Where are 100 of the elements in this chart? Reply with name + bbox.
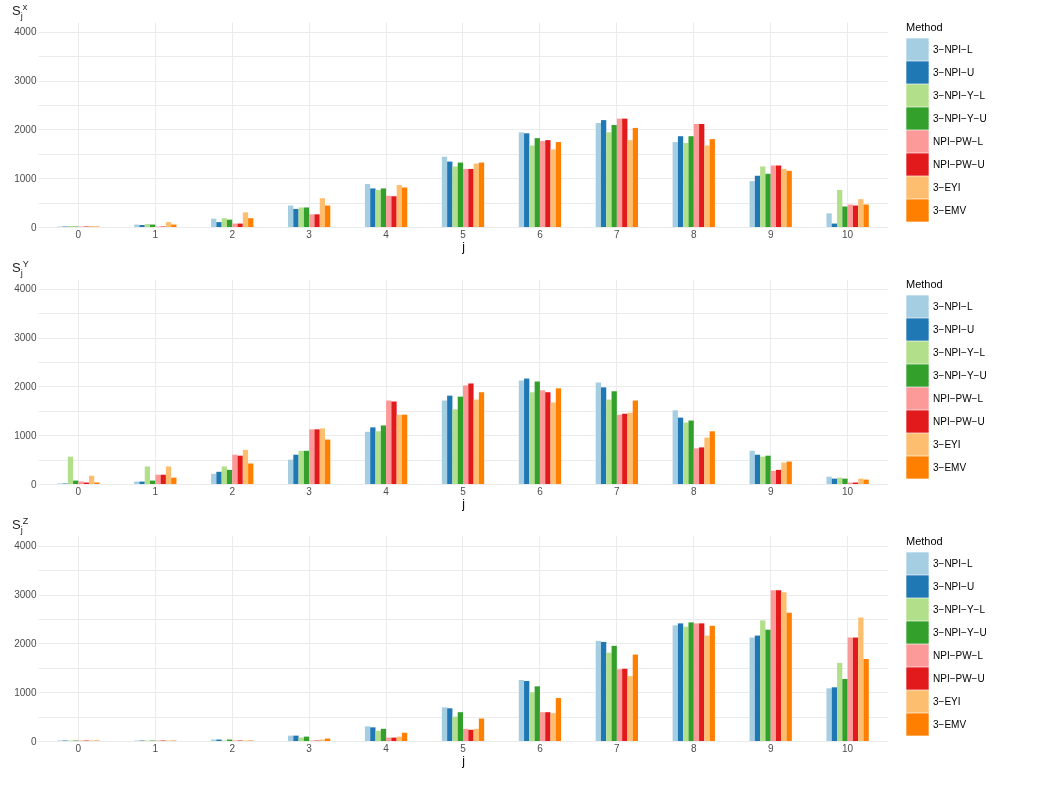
legend-label: NPI−PW−U bbox=[933, 672, 985, 684]
bar bbox=[683, 422, 689, 484]
x-tick-label: 0 bbox=[75, 228, 82, 240]
bar bbox=[595, 382, 601, 484]
x-tick-label: 9 bbox=[767, 228, 774, 240]
legend-label: 3−EMV bbox=[933, 204, 967, 216]
x-tick-label: 2 bbox=[229, 485, 236, 497]
bar bbox=[452, 716, 458, 741]
bar bbox=[754, 454, 761, 484]
bar bbox=[396, 414, 402, 484]
bar bbox=[226, 219, 233, 227]
y-tick-label: 2000 bbox=[14, 637, 37, 649]
legend-label: 3−EYI bbox=[933, 181, 961, 193]
bar bbox=[303, 207, 310, 227]
bar bbox=[396, 185, 402, 227]
bar bbox=[380, 188, 387, 227]
x-tick-label: 7 bbox=[614, 742, 621, 754]
x-tick-label: 6 bbox=[537, 485, 544, 497]
bar bbox=[683, 143, 689, 227]
bar bbox=[165, 466, 172, 484]
x-tick-label: 8 bbox=[690, 742, 697, 754]
bar bbox=[709, 139, 715, 227]
bar bbox=[693, 124, 700, 227]
bar bbox=[370, 427, 376, 484]
bar bbox=[760, 620, 766, 741]
bar bbox=[683, 626, 689, 741]
legend-label: 3−NPI−Y−L bbox=[933, 89, 986, 101]
bar bbox=[775, 590, 782, 741]
bar bbox=[616, 414, 623, 484]
legend-label: 3−NPI−L bbox=[933, 557, 973, 569]
bar bbox=[216, 471, 222, 484]
legend-label: 3−NPI−U bbox=[933, 323, 975, 335]
bar bbox=[463, 728, 469, 741]
bar bbox=[441, 400, 448, 484]
bar bbox=[842, 206, 848, 227]
y-tick-label: 1000 bbox=[14, 429, 37, 441]
x-tick-label: 5 bbox=[460, 742, 467, 754]
bar bbox=[232, 223, 238, 227]
x-tick-label: 7 bbox=[614, 485, 621, 497]
bar bbox=[555, 388, 562, 484]
bar bbox=[754, 175, 761, 227]
x-tick-label: 8 bbox=[690, 228, 697, 240]
x-tick-label: 1 bbox=[152, 228, 159, 240]
x-tick-label: 6 bbox=[537, 742, 544, 754]
bar bbox=[709, 431, 715, 484]
x-tick-label: 5 bbox=[460, 228, 467, 240]
bar bbox=[595, 123, 601, 227]
bar bbox=[539, 390, 546, 484]
bar bbox=[826, 688, 832, 741]
bar bbox=[632, 400, 638, 484]
bar bbox=[749, 181, 755, 227]
y-tick-label: 1000 bbox=[14, 172, 37, 184]
bar bbox=[858, 617, 864, 741]
bar bbox=[319, 198, 326, 227]
bar bbox=[704, 437, 710, 484]
bar bbox=[232, 454, 238, 484]
legend-title: Method bbox=[906, 21, 943, 33]
bar bbox=[760, 166, 766, 227]
legend-label: NPI−PW−U bbox=[933, 415, 985, 427]
bar bbox=[139, 481, 145, 484]
bar bbox=[248, 218, 254, 227]
x-tick-label: 8 bbox=[690, 485, 697, 497]
bar bbox=[545, 712, 551, 741]
bar bbox=[473, 163, 479, 227]
bar bbox=[600, 120, 607, 227]
bar bbox=[288, 459, 294, 484]
bar bbox=[622, 668, 628, 741]
bar bbox=[67, 456, 74, 484]
legend-label: 3−NPI−U bbox=[933, 580, 975, 592]
bar bbox=[78, 481, 84, 484]
bar bbox=[375, 431, 381, 484]
bar bbox=[863, 479, 869, 484]
x-tick-label: 6 bbox=[537, 228, 544, 240]
bar bbox=[616, 669, 623, 741]
bar bbox=[325, 439, 331, 484]
bar bbox=[298, 207, 304, 227]
legend-label: 3−EYI bbox=[933, 438, 961, 450]
bar bbox=[386, 195, 392, 227]
bar bbox=[677, 136, 684, 227]
bar bbox=[826, 213, 832, 227]
bar bbox=[375, 730, 381, 741]
x-axis-title: j bbox=[461, 753, 465, 768]
bar bbox=[550, 149, 556, 227]
bar bbox=[611, 391, 617, 484]
bar bbox=[699, 623, 705, 741]
legend-title: Method bbox=[906, 535, 943, 547]
x-tick-label: 3 bbox=[306, 228, 313, 240]
bar bbox=[391, 737, 397, 741]
bar bbox=[775, 165, 782, 227]
bar bbox=[401, 414, 408, 484]
x-tick-label: 2 bbox=[229, 228, 236, 240]
bar bbox=[370, 188, 376, 227]
bar bbox=[863, 204, 869, 227]
x-tick-label: 9 bbox=[767, 485, 774, 497]
bar bbox=[288, 205, 294, 227]
bar bbox=[534, 138, 540, 227]
x-tick-label: 3 bbox=[306, 485, 313, 497]
bar bbox=[847, 637, 853, 741]
x-tick-label: 0 bbox=[75, 485, 82, 497]
y-tick-label: 3000 bbox=[14, 332, 37, 344]
